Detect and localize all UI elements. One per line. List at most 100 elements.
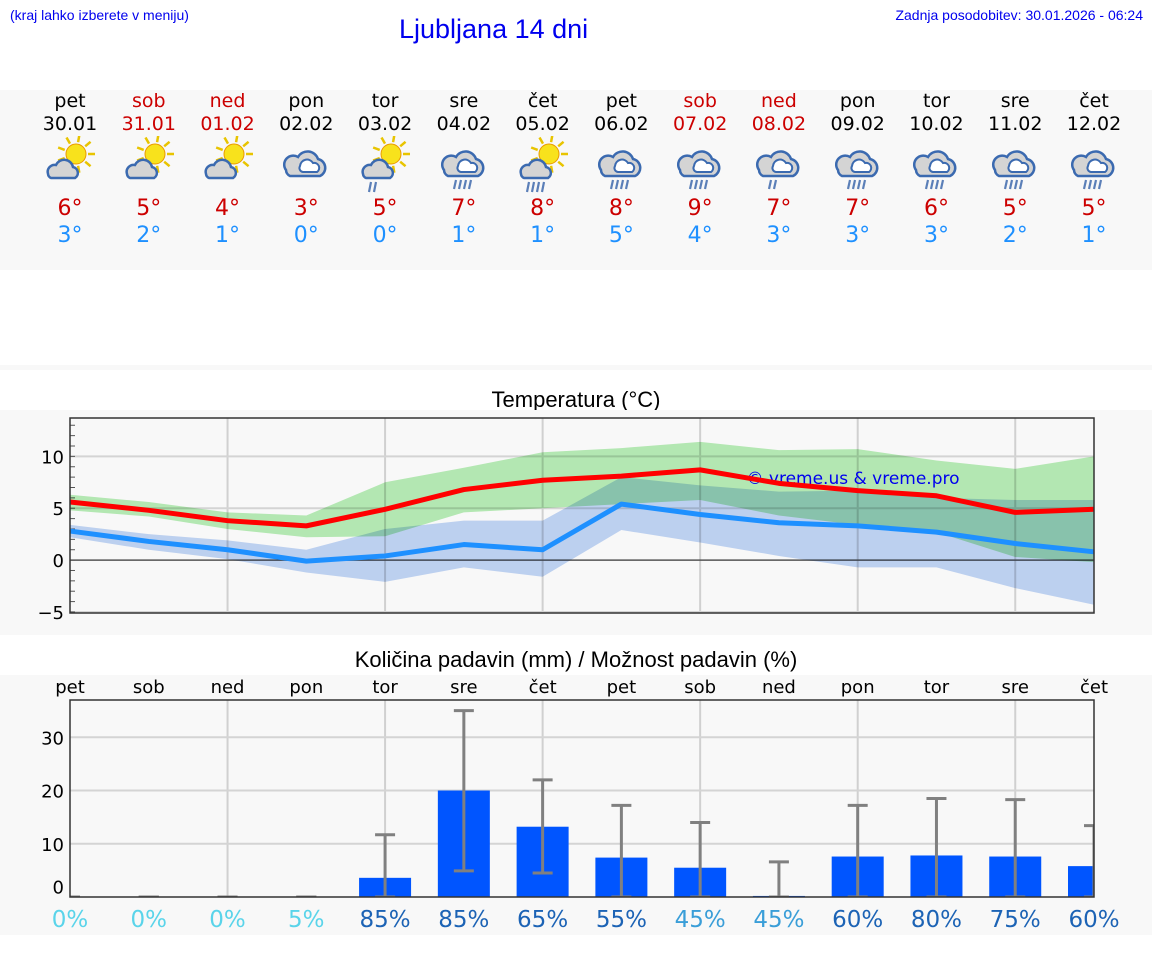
page-title: Ljubljana 14 dni (399, 14, 589, 44)
precip-probability: 85% (438, 907, 489, 933)
y-tick-label: 10 (41, 447, 64, 468)
day-name: tor (371, 90, 399, 112)
max-temp: 5° (372, 196, 398, 221)
day-date: 11.02 (988, 113, 1043, 135)
day-column: čet 05.02 8° 1° (504, 90, 582, 250)
day-label: pet (55, 677, 85, 698)
day-date: 08.02 (751, 113, 807, 135)
day-date: 01.02 (200, 113, 255, 135)
max-temp: 8° (608, 196, 634, 221)
cloud-light-rain-icon (740, 136, 818, 194)
precip-probability: 65% (517, 907, 568, 933)
day-name: tor (923, 90, 950, 112)
sun-cloud-light-rain-icon (346, 136, 424, 194)
temperature-chart-title: Temperatura (°C) (491, 387, 661, 412)
day-column: pon 09.02 7° 3° (819, 90, 897, 250)
plot-frame (69, 699, 1095, 898)
precip-probability: 45% (675, 907, 726, 933)
day-column: ned 01.02 4° 1° (189, 90, 267, 250)
cloud-rain-icon (819, 136, 897, 194)
max-temp: 3° (293, 196, 319, 221)
max-temp: 5° (136, 196, 162, 221)
day-name: pet (54, 90, 86, 112)
min-temp-range-band (70, 477, 1094, 605)
max-temp-line (69, 467, 1095, 529)
precip-probability: 75% (990, 907, 1041, 933)
precip-bar-group (1068, 824, 1094, 897)
day-label: sob (133, 677, 165, 698)
y-tick-label: 0 (53, 551, 64, 572)
day-column: sre 11.02 5° 2° (976, 90, 1054, 250)
day-label: pet (607, 677, 637, 698)
min-temp: 0° (372, 223, 398, 248)
partly-sunny-icon (189, 136, 267, 194)
max-temp: 6° (57, 196, 83, 221)
location-hint: (kraj lahko izberete v meniju) (10, 7, 189, 23)
day-label: sre (450, 677, 477, 698)
day-date: 06.02 (594, 113, 649, 135)
day-column: tor 03.02 5° 0° (346, 90, 424, 250)
watermark: © vreme.us & vreme.pro (746, 469, 959, 489)
day-name: pon (839, 90, 876, 112)
day-name: ned (209, 90, 246, 112)
cloud-rain-icon (976, 136, 1054, 194)
day-column: tor 10.02 6° 3° (897, 90, 975, 250)
max-temp: 7° (766, 196, 792, 221)
precip-bar-group (359, 833, 412, 897)
precip-bar (1068, 866, 1094, 897)
min-temp: 1° (215, 223, 241, 248)
precip-probability: 60% (1068, 907, 1119, 933)
precip-probability: 0% (52, 907, 89, 933)
y-tick-label: −5 (37, 603, 64, 624)
day-name: sre (449, 90, 479, 112)
precip-probability: 5% (288, 907, 325, 933)
day-label: tor (372, 677, 398, 698)
precip-bar-group (989, 798, 1042, 897)
day-date: 05.02 (515, 113, 570, 135)
day-date: 03.02 (357, 113, 413, 135)
day-column: sre 04.02 7° 1° (425, 90, 503, 250)
partly-sunny-icon (31, 136, 109, 194)
max-temp: 9° (687, 196, 713, 221)
day-date: 02.02 (279, 113, 334, 135)
cloud-rain-icon (1055, 136, 1133, 194)
precip-probability: 0% (131, 907, 168, 933)
precipitation-chart-title: Količina padavin (mm) / Možnost padavin … (354, 647, 798, 672)
y-tick-label: 30 (41, 728, 64, 749)
last-updated: Zadnja posodobitev: 30.01.2026 - 06:24 (895, 7, 1143, 23)
min-temp: 3° (923, 223, 949, 248)
min-temp: 2° (136, 223, 162, 248)
day-date: 09.02 (830, 113, 885, 135)
precip-probability: 60% (832, 907, 883, 933)
day-label: sob (684, 677, 716, 698)
cloud-rain-icon (897, 136, 975, 194)
plot-frame (69, 417, 1095, 614)
day-label: sre (1001, 677, 1028, 698)
precip-bar-group (516, 778, 569, 897)
day-column: pon 02.02 3° 0° (267, 90, 345, 250)
day-name: čet (1079, 90, 1109, 112)
divider (0, 365, 1152, 370)
max-temp: 5° (1002, 196, 1028, 221)
day-label: ned (211, 677, 245, 698)
day-column: pet 30.01 6° 3° (31, 90, 109, 250)
cloudy-icon (267, 136, 345, 194)
min-temp: 1° (1081, 223, 1107, 248)
day-column: pet 06.02 8° 5° (582, 90, 660, 250)
precip-bar-group (674, 820, 727, 897)
min-temp: 0° (293, 223, 319, 248)
day-date: 10.02 (909, 113, 964, 135)
min-temp: 3° (57, 223, 83, 248)
day-label: tor (924, 677, 950, 698)
day-date: 04.02 (436, 113, 492, 135)
max-temp: 7° (451, 196, 477, 221)
min-temp: 1° (451, 223, 477, 248)
day-label: ned (762, 677, 796, 698)
y-tick-label: 5 (53, 499, 64, 520)
daily-summary-panel (0, 90, 1152, 270)
precip-probability: 45% (753, 907, 804, 933)
precip-probability: 85% (360, 907, 411, 933)
partly-sunny-icon (110, 136, 188, 194)
day-date: 31.01 (121, 113, 176, 135)
